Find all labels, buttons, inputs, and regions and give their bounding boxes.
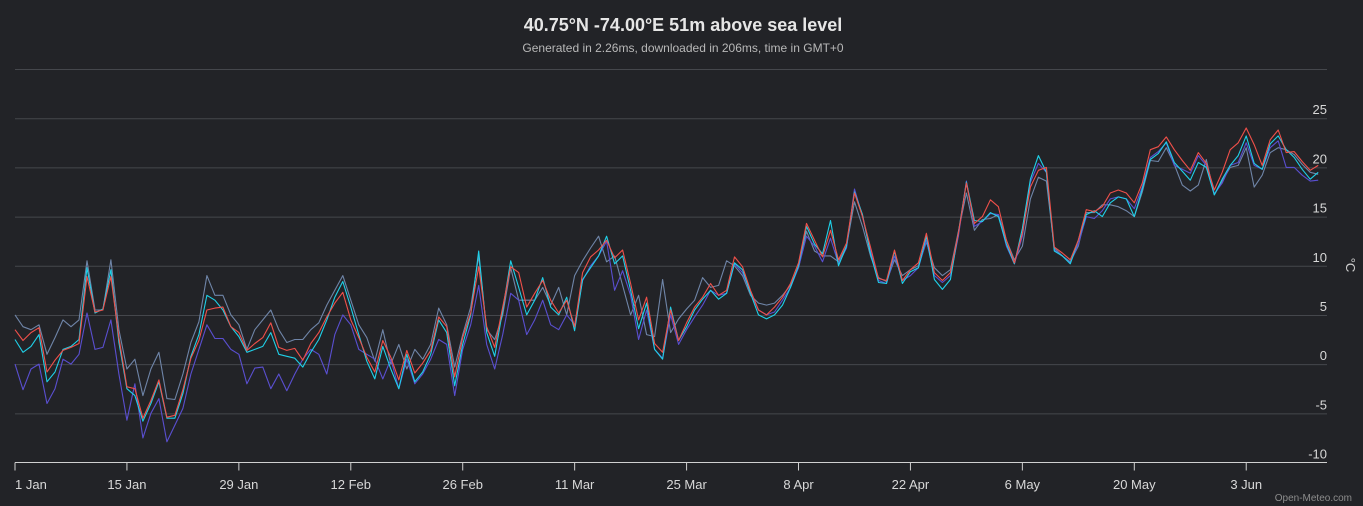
y-tick-label: 0 <box>1320 348 1327 363</box>
x-tick-label: 3 Jun <box>1230 477 1262 492</box>
series-line-1 <box>14 140 1319 443</box>
y-tick-label: 15 <box>1313 201 1327 216</box>
y-tick-label: 5 <box>1320 299 1327 314</box>
series-line-3 <box>14 127 1319 419</box>
x-tick-label: 1 Jan <box>15 477 47 492</box>
x-axis-ticks: 1 Jan 15 Jan 29 Jan 12 Feb 26 Feb 11 Mar 25 Ma… <box>14 462 1262 492</box>
series-line-2 <box>14 135 1319 422</box>
series-line-0 <box>14 147 1319 401</box>
y-tick-label: 20 <box>1313 151 1327 166</box>
y-tick-label: 10 <box>1313 250 1327 265</box>
gridlines <box>15 69 1327 415</box>
y-tick-label: -10 <box>1308 447 1327 462</box>
x-tick-label: 22 Apr <box>892 477 930 492</box>
x-tick-label: 8 Apr <box>783 477 814 492</box>
y-axis-label: °C <box>1343 258 1358 273</box>
x-tick-label: 6 May <box>1005 477 1041 492</box>
chart-subtitle: Generated in 2.26ms, downloaded in 206ms… <box>522 41 843 55</box>
x-tick-label: 29 Jan <box>219 477 258 492</box>
x-tick-label: 25 Mar <box>666 477 707 492</box>
x-tick-label: 26 Feb <box>442 477 482 492</box>
x-tick-label: 20 May <box>1113 477 1156 492</box>
chart-title: 40.75°N -74.00°E 51m above sea level <box>524 15 843 35</box>
y-axis-ticks: 25 20 15 10 5 0 -5 -10 <box>1308 102 1327 461</box>
y-tick-label: -5 <box>1315 397 1327 412</box>
y-tick-label: 25 <box>1313 102 1327 117</box>
x-tick-label: 11 Mar <box>555 477 595 492</box>
credit-link[interactable]: Open-Meteo.com <box>1275 493 1352 504</box>
x-tick-label: 12 Feb <box>331 477 371 492</box>
x-tick-label: 15 Jan <box>107 477 146 492</box>
series-lines <box>14 127 1319 443</box>
